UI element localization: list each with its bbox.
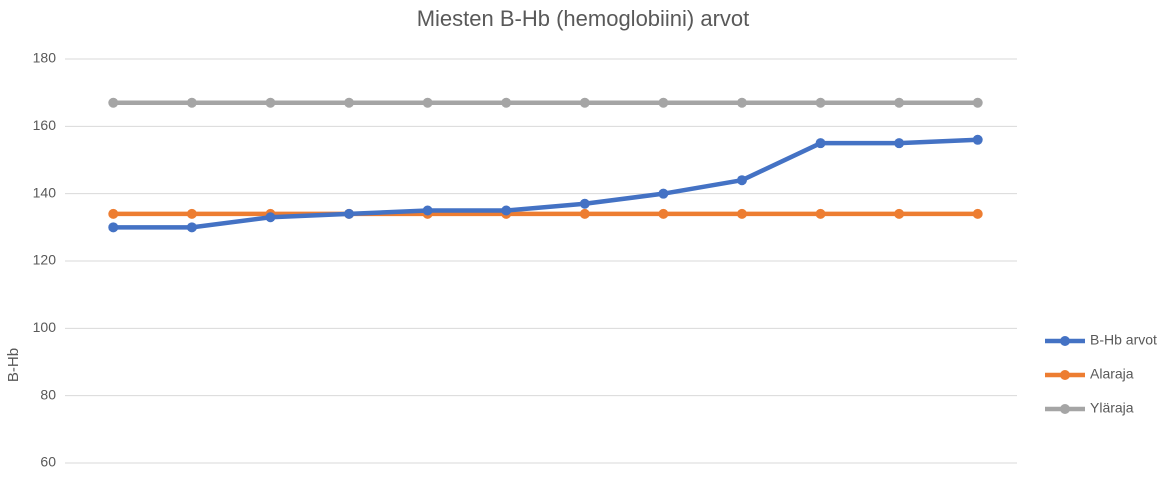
data-point xyxy=(265,212,276,223)
data-point xyxy=(894,97,905,108)
data-point xyxy=(344,208,355,219)
data-point xyxy=(186,208,197,219)
y-tick-label: 100 xyxy=(33,319,57,335)
data-point xyxy=(422,205,433,216)
data-point xyxy=(972,97,983,108)
data-point xyxy=(815,208,826,219)
data-point xyxy=(736,175,747,186)
data-point xyxy=(658,97,669,108)
y-axis-label: B-Hb xyxy=(5,348,22,382)
y-tick-label: 120 xyxy=(33,252,57,268)
data-point xyxy=(186,222,197,233)
data-point xyxy=(736,97,747,108)
legend-marker xyxy=(1060,370,1070,380)
data-point xyxy=(894,208,905,219)
legend-marker xyxy=(1060,404,1070,414)
data-point xyxy=(736,208,747,219)
y-tick-label: 180 xyxy=(33,50,57,66)
y-tick-label: 60 xyxy=(40,454,56,470)
data-point xyxy=(344,97,355,108)
data-point xyxy=(501,205,512,216)
data-point xyxy=(658,188,669,199)
data-point xyxy=(579,208,590,219)
data-point xyxy=(815,138,826,149)
data-point xyxy=(972,208,983,219)
legend-label: Yläraja xyxy=(1090,400,1134,416)
legend-label: Alaraja xyxy=(1090,366,1134,382)
y-tick-label: 160 xyxy=(33,117,57,133)
data-point xyxy=(422,97,433,108)
y-tick-label: 80 xyxy=(40,386,56,402)
data-point xyxy=(108,222,119,233)
data-point xyxy=(579,97,590,108)
data-point xyxy=(972,134,983,145)
data-point xyxy=(894,138,905,149)
legend-label: B-Hb arvot xyxy=(1090,332,1157,348)
data-point xyxy=(658,208,669,219)
data-point xyxy=(265,97,276,108)
data-point xyxy=(108,208,119,219)
data-point xyxy=(815,97,826,108)
series-line xyxy=(111,137,980,230)
data-point xyxy=(579,198,590,209)
data-point xyxy=(501,97,512,108)
data-point xyxy=(186,97,197,108)
legend-marker xyxy=(1060,336,1070,346)
chart-title: Miesten B-Hb (hemoglobiini) arvot xyxy=(417,6,750,31)
data-point xyxy=(108,97,119,108)
y-tick-label: 140 xyxy=(33,184,57,200)
